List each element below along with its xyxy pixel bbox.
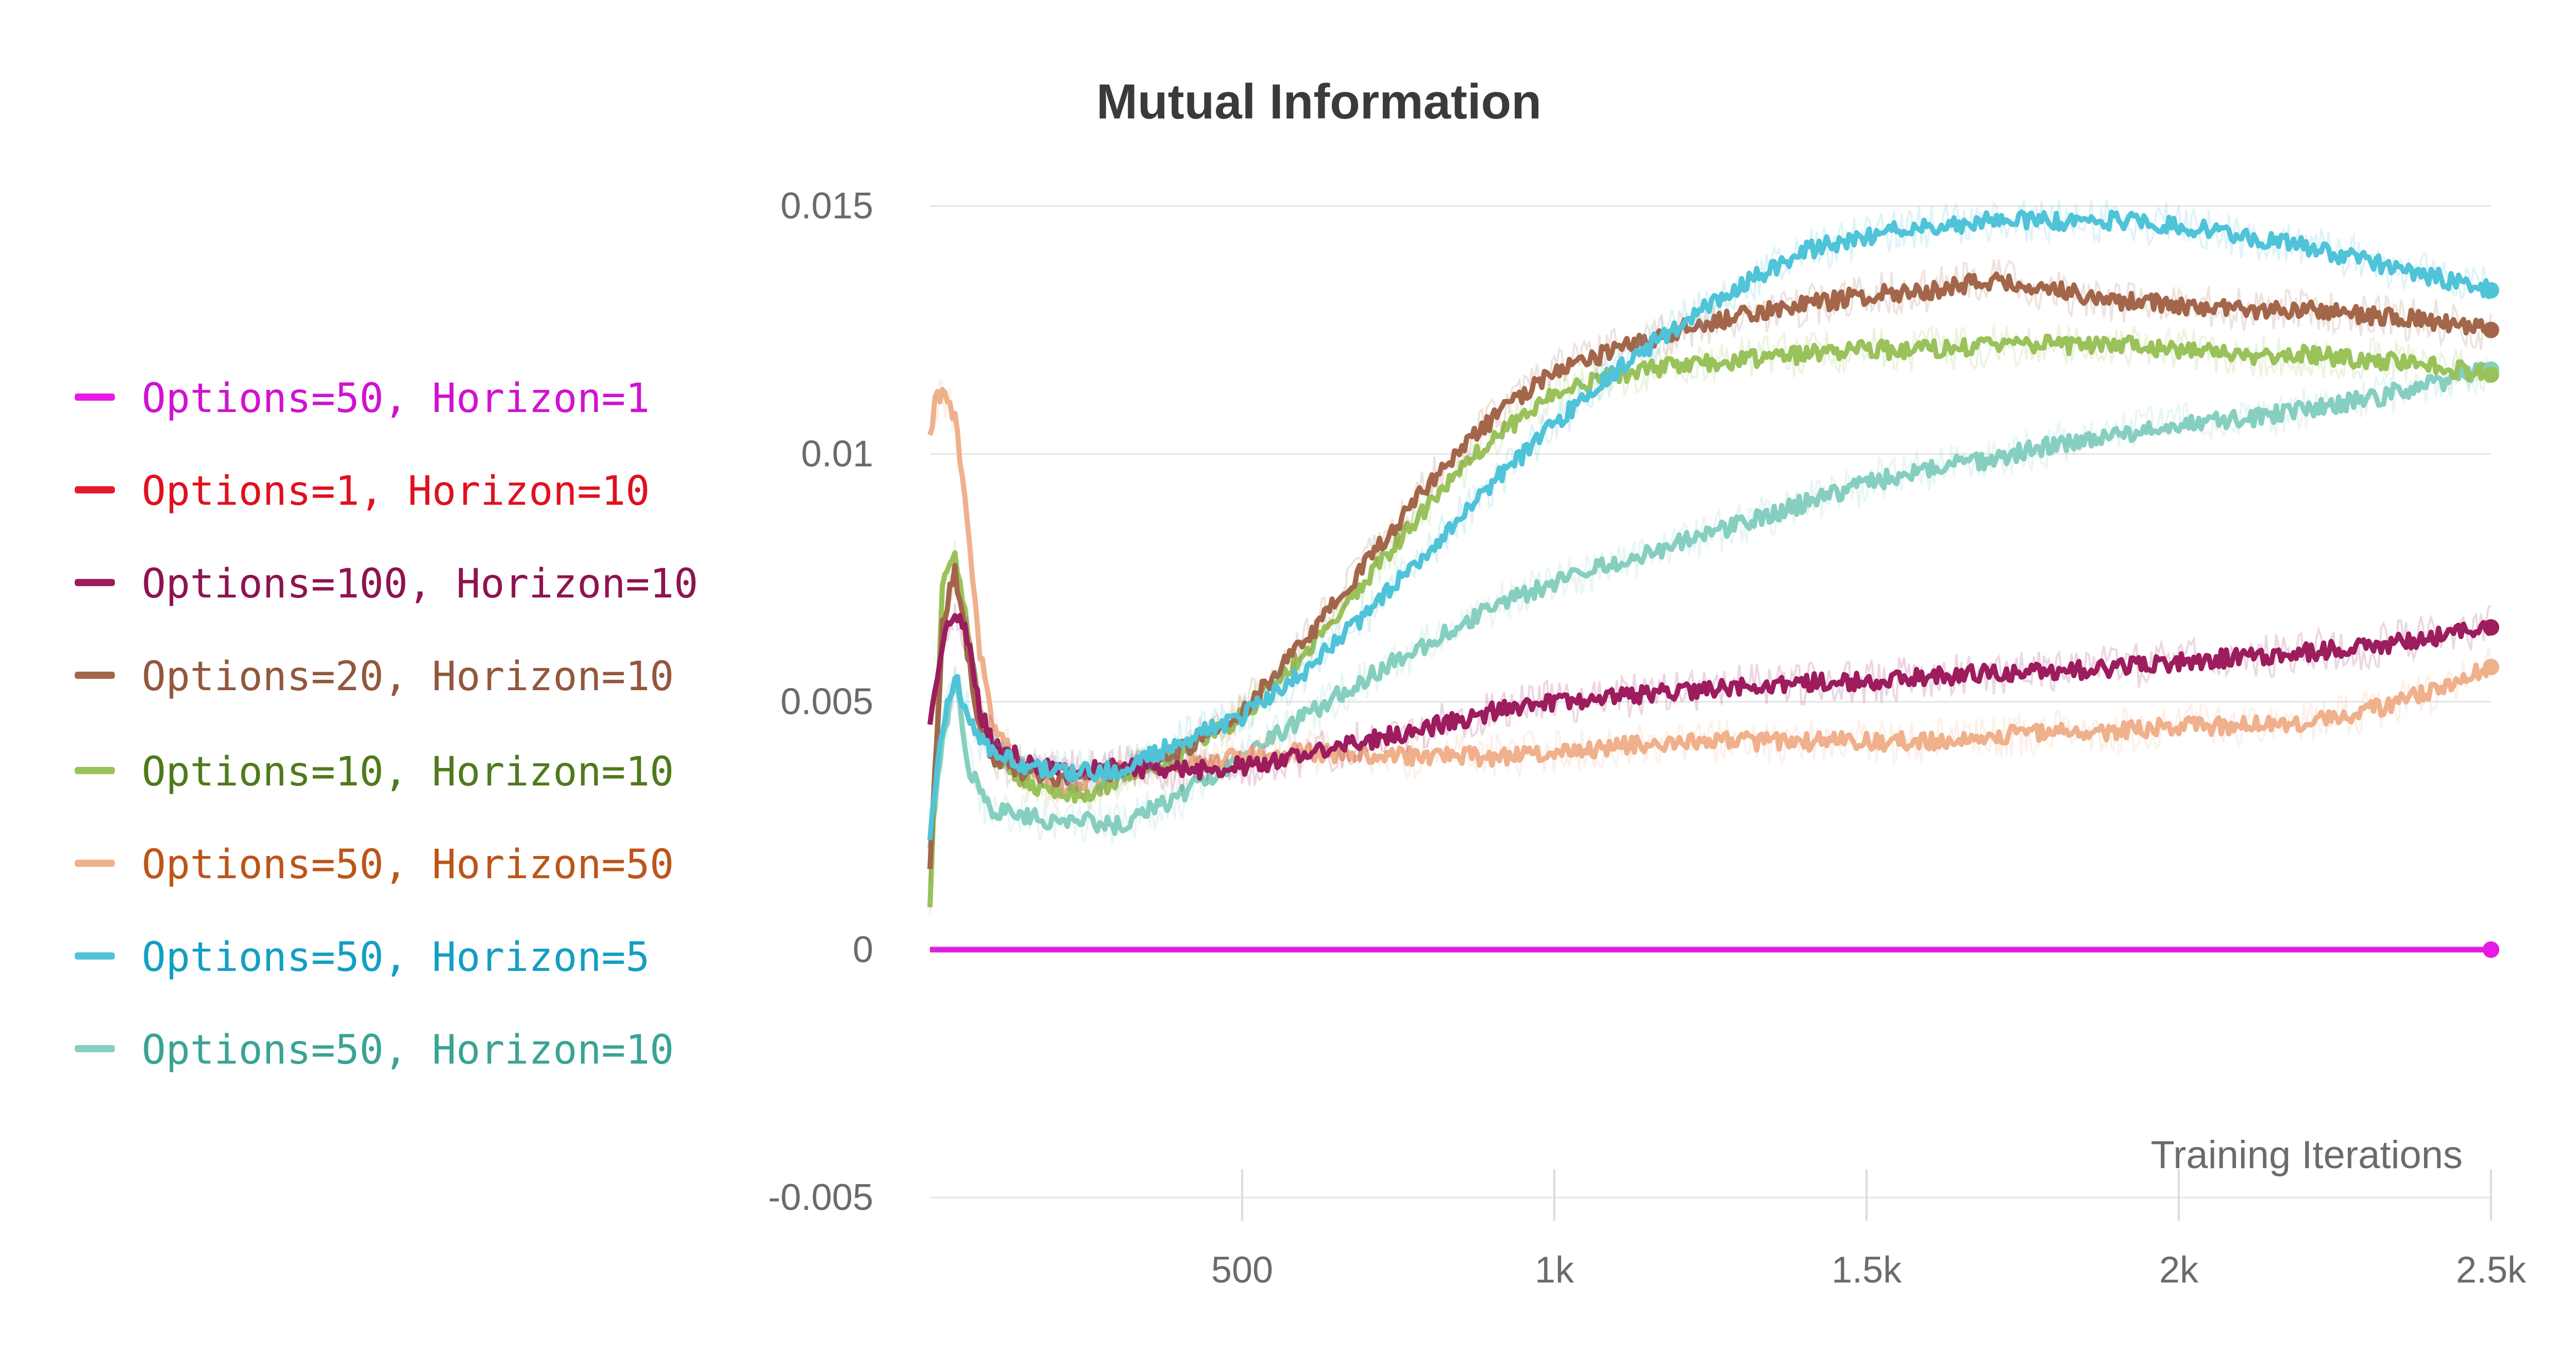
- series-endpoint-options-10-horizon-10: [2483, 366, 2499, 383]
- y-tick-label: 0.015: [781, 185, 873, 227]
- y-axis-ticks: -0.005 0 0.005 0.01 0.015: [768, 185, 873, 1218]
- series-line-options-100-horizon-10: [927, 613, 2494, 782]
- legend-label: Options=50, Horizon=5: [142, 934, 650, 981]
- legend-item-options-50-horizon-1[interactable]: Options=50, Horizon=1: [75, 375, 650, 422]
- series-line-options-50-horizon-10: [927, 361, 2492, 849]
- legend-item-options-10-horizon-10[interactable]: Options=10, Horizon=10: [75, 749, 674, 795]
- series-endpoint-options-50-horizon-1: [2483, 941, 2499, 958]
- legend-label: Options=20, Horizon=10: [142, 654, 674, 700]
- legend-swatch: [75, 767, 115, 774]
- y-tick-label: -0.005: [768, 1177, 873, 1218]
- legend-swatch: [75, 1045, 115, 1052]
- series-raw-options-50-horizon-5: [929, 199, 2492, 837]
- legend-item-options-50-horizon-50[interactable]: Options=50, Horizon=50: [75, 842, 674, 888]
- legend-label: Options=1, Horizon=10: [142, 468, 650, 515]
- legend-label: Options=50, Horizon=50: [142, 842, 674, 888]
- series-line-options-20-horizon-10: [927, 271, 2493, 869]
- series-line-options-50-horizon-50: [927, 387, 2493, 796]
- legend-item-options-20-horizon-10[interactable]: Options=20, Horizon=10: [75, 654, 674, 700]
- legend-item-options-50-horizon-10[interactable]: Options=50, Horizon=10: [75, 1027, 674, 1073]
- chart-title: Mutual Information: [1096, 74, 1541, 129]
- y-tick-label: 0.005: [781, 681, 873, 723]
- x-tick-label: 1k: [1535, 1250, 1574, 1291]
- y-tick-label: 0.01: [801, 433, 873, 474]
- x-axis-ticks: 500 1k 1.5k 2k 2.5k: [1211, 1169, 2527, 1291]
- legend-swatch: [75, 486, 115, 493]
- x-tick-label: 500: [1211, 1250, 1273, 1291]
- series-endpoints: [2483, 282, 2499, 958]
- series-endpoint-options-50-horizon-50: [2483, 659, 2499, 676]
- legend-label: Options=10, Horizon=10: [142, 749, 674, 795]
- x-tick-label: 2.5k: [2456, 1250, 2527, 1291]
- legend-swatch: [75, 579, 115, 586]
- legend-swatch: [75, 672, 115, 679]
- legend: Options=50, Horizon=1 Options=1, Horizon=…: [75, 375, 698, 1073]
- legend-swatch: [75, 952, 115, 960]
- series-lines: [927, 199, 2494, 952]
- legend-label: Options=100, Horizon=10: [142, 561, 698, 607]
- legend-label: Options=50, Horizon=1: [142, 375, 650, 422]
- series-endpoint-options-20-horizon-10: [2483, 321, 2499, 338]
- x-axis-label: Training Iterations: [2151, 1133, 2463, 1177]
- legend-item-options-50-horizon-5[interactable]: Options=50, Horizon=5: [75, 934, 650, 981]
- legend-label: Options=50, Horizon=10: [142, 1027, 674, 1073]
- x-tick-label: 2k: [2159, 1250, 2199, 1291]
- x-tick-label: 1.5k: [1832, 1250, 1902, 1291]
- legend-item-options-1-horizon-10[interactable]: Options=1, Horizon=10: [75, 468, 650, 515]
- series-endpoint-options-50-horizon-5: [2483, 282, 2499, 299]
- series-line-options-50-horizon-5: [927, 209, 2494, 841]
- legend-swatch: [75, 394, 115, 401]
- legend-item-options-100-horizon-10[interactable]: Options=100, Horizon=10: [75, 561, 698, 607]
- y-tick-label: 0: [853, 929, 873, 970]
- legend-swatch: [75, 860, 115, 867]
- series-endpoint-options-100-horizon-10: [2483, 619, 2499, 636]
